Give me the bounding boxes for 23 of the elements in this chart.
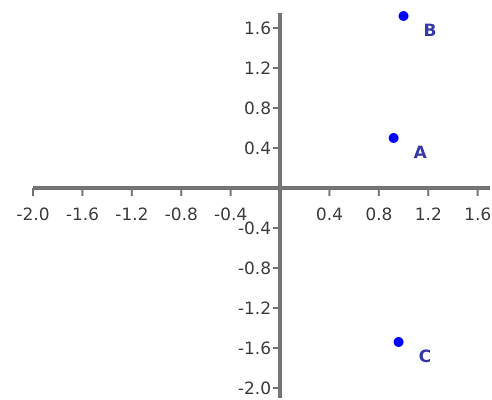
annotation: A (414, 143, 428, 163)
y-tick-label: -2.0 (238, 378, 272, 399)
point (394, 337, 404, 347)
x-tick-label: 1.6 (464, 205, 492, 225)
y-tick-label: -0.4 (238, 218, 272, 239)
x-tick-label: -1.6 (66, 205, 99, 225)
annotation: B (424, 21, 437, 41)
x-tick-label: -1.2 (115, 205, 148, 225)
point (398, 11, 409, 21)
y-tick-label: 0.4 (244, 138, 272, 159)
y-tick-label: 1.6 (244, 18, 272, 39)
x-tick-label: 1.2 (414, 205, 442, 225)
y-tick-label: -1.2 (238, 298, 272, 319)
x-tick-label: -2.0 (16, 205, 50, 225)
y-tick-label: 0.8 (244, 98, 272, 119)
x-tick-label: 0.8 (365, 205, 392, 225)
y-tick-label: -1.6 (238, 338, 272, 359)
x-tick-label: -0.8 (164, 205, 198, 225)
point (388, 133, 399, 143)
annotation: C (418, 347, 432, 367)
y-tick-label: -0.8 (238, 258, 272, 279)
x-tick-label: 0.4 (316, 205, 343, 225)
y-tick-label: 1.2 (244, 58, 272, 79)
